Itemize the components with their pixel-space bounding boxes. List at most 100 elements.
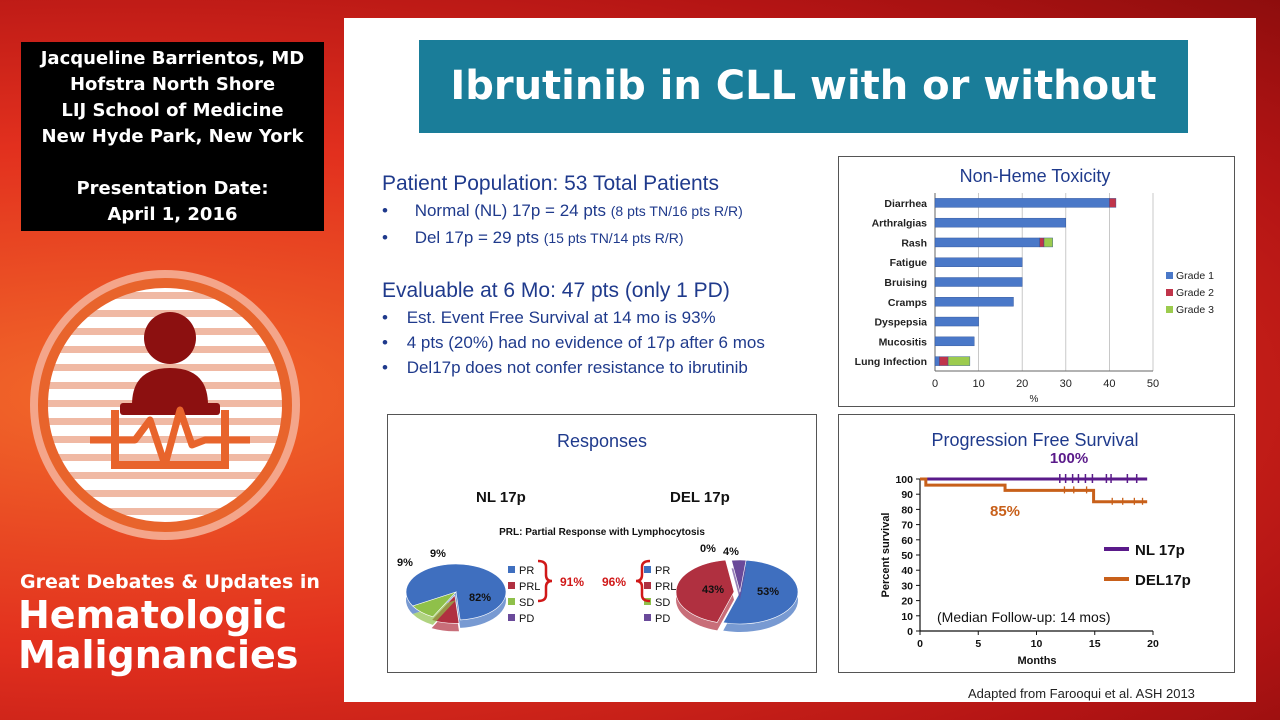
bar-grade-1 — [934, 217, 1067, 228]
x-tick-label: 15 — [1089, 638, 1101, 650]
data-label: 4% — [723, 546, 739, 558]
bullet: • — [382, 333, 388, 352]
bullet: • — [382, 228, 388, 247]
nl-legend-label: PD — [519, 613, 534, 625]
nl-bracket — [537, 559, 553, 603]
del-legend-label: SD — [655, 597, 670, 609]
y-tick-label: 50 — [901, 550, 913, 562]
legend-label: Grade 3 — [1176, 304, 1214, 316]
end-label-nl: 100% — [1050, 450, 1088, 467]
legend-label: Grade 2 — [1176, 287, 1214, 299]
bar-grade-1 — [934, 198, 1110, 208]
legend-swatch — [1166, 306, 1173, 313]
bar-grade-1 — [934, 356, 940, 366]
y-tick-label: 40 — [901, 565, 913, 577]
event-name-line2: Hematologic — [18, 593, 287, 637]
del-legend-label: PR — [655, 565, 670, 577]
x-tick-label: 5 — [975, 638, 981, 650]
presentation-date: April 1, 2016 — [107, 204, 238, 225]
del-bracket — [635, 559, 651, 603]
bullet: • — [382, 201, 388, 220]
y-tick-label: 70 — [901, 520, 913, 532]
del-pie-slice-pd — [731, 559, 747, 593]
category-label: Fatigue — [890, 257, 927, 269]
x-tick-label: 20 — [1016, 378, 1028, 390]
del-legend-swatch — [644, 582, 651, 589]
speaker-affiliation-1: Hofstra North Shore — [69, 74, 276, 95]
bullet: • — [382, 358, 388, 377]
speaker-info: Jacqueline Barrientos, MD Hofstra North … — [21, 42, 324, 231]
bullet-note: (15 pts TN/14 pts R/R) — [543, 230, 684, 246]
legend-label: NL 17p — [1135, 542, 1185, 559]
del-pie-slice-prl — [675, 559, 735, 623]
x-tick-label: 10 — [972, 378, 984, 390]
legend-swatch — [1166, 289, 1173, 296]
category-label: Dyspepsia — [874, 317, 927, 329]
x-tick-label: 30 — [1060, 378, 1072, 390]
x-tick-label: 0 — [917, 638, 923, 650]
data-label: 53% — [757, 586, 779, 598]
category-label: Diarrhea — [884, 198, 927, 210]
nl-legend-swatch — [508, 614, 515, 621]
pfs-chart: Progression Free Survival010203040506070… — [880, 430, 1191, 667]
presentation-date-label: Presentation Date: — [76, 178, 269, 199]
x-axis-label: Months — [1017, 655, 1056, 667]
bar-grade-2 — [1039, 237, 1045, 248]
bullet-text: Del 17p = 29 pts — [414, 228, 539, 247]
responses-chart: Responses NL 17p DEL 17p PRL: Partial Respo… — [397, 431, 799, 632]
nl-pie-slice-sd — [412, 591, 458, 618]
source-credit: Adapted from Farooqui et al. ASH 2013 — [968, 686, 1195, 701]
bar-grade-1 — [934, 237, 1040, 248]
series-line-del17p — [920, 477, 1148, 504]
x-axis-label: % — [1030, 394, 1039, 405]
nl-legend-label: PR — [519, 565, 534, 577]
x-tick-label: 20 — [1147, 638, 1159, 650]
slide-title: Ibrutinib in CLL with or without 17p — [419, 40, 1188, 202]
y-tick-label: 80 — [901, 504, 913, 516]
bullet-note: (8 pts TN/16 pts R/R) — [610, 203, 743, 219]
y-tick-label: 10 — [901, 611, 913, 623]
x-tick-label: 0 — [932, 378, 938, 390]
doctor-logo-icon — [30, 270, 300, 540]
legend-label: Grade 1 — [1176, 270, 1214, 282]
x-tick-label: 40 — [1103, 378, 1115, 390]
nl-bracket-label: 91% — [560, 575, 584, 589]
del-legend-swatch — [644, 566, 651, 573]
data-label: 9% — [397, 557, 413, 569]
del-legend-label: PRL — [655, 581, 676, 593]
nl-legend-label: PRL — [519, 581, 540, 593]
y-tick-label: 0 — [907, 626, 913, 638]
pie-title-del: DEL 17p — [670, 489, 730, 506]
legend-swatch — [1166, 272, 1173, 279]
population-bullet-1: • Normal (NL) 17p = 24 pts (8 pts TN/16 … — [382, 201, 743, 221]
data-label: 0% — [700, 543, 716, 555]
pie-title-nl: NL 17p — [476, 489, 526, 506]
y-tick-label: 100 — [895, 474, 913, 486]
bullet-text: Est. Event Free Survival at 14 mo is 93% — [406, 308, 716, 327]
nl-legend-swatch — [508, 598, 515, 605]
bar-grade-2 — [939, 356, 949, 366]
bar-grade-1 — [934, 336, 975, 347]
nl-legend-label: SD — [519, 597, 534, 609]
evaluable-bullet-2: • 4 pts (20%) had no evidence of 17p aft… — [382, 333, 765, 353]
x-tick-label: 50 — [1147, 378, 1159, 390]
bar-grade-1 — [934, 316, 979, 327]
y-tick-label: 30 — [901, 580, 913, 592]
bar-grade-3 — [947, 356, 971, 366]
annotation: (Median Follow-up: 14 mos) — [937, 609, 1111, 625]
del-pie-slice-pr — [722, 559, 799, 625]
speaker-name: Jacqueline Barrientos, MD — [40, 48, 305, 69]
evaluable-bullet-1: • Est. Event Free Survival at 14 mo is 9… — [382, 308, 716, 328]
chart-title: Progression Free Survival — [931, 430, 1138, 450]
del-legend-swatch — [644, 614, 651, 621]
data-label: 43% — [702, 584, 724, 596]
del-legend-label: PD — [655, 613, 670, 625]
y-axis-label: Percent survival — [880, 513, 892, 598]
x-tick-label: 10 — [1031, 638, 1043, 650]
bar-grade-2 — [1109, 198, 1117, 208]
event-name-line3: Malignancies — [18, 633, 299, 677]
bullet: • — [382, 308, 388, 327]
evaluable-bullet-3: • Del17p does not confer resistance to i… — [382, 358, 748, 378]
del-bracket-label: 96% — [602, 575, 626, 589]
chart-title: Responses — [557, 431, 647, 451]
